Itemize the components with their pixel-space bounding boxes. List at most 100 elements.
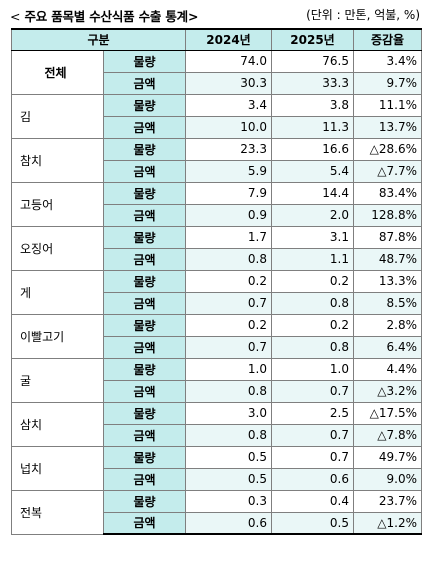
value-2024-cell: 23.3	[185, 137, 272, 161]
table-row: 이빨고기 물량 0.2 0.2 2.8%	[11, 313, 422, 359]
export-stats-table: 구분 2024년 2025년 증감율 전체 물량 74.0 76.5 3.4% 금액 30.…	[11, 28, 422, 535]
table-row: 김 물량 3.4 3.8 11.1%	[11, 93, 422, 139]
change-cell: 13.3%	[353, 269, 422, 293]
value-2025-cell: 0.8	[271, 291, 354, 315]
title-prefix: <	[10, 9, 21, 24]
value-2024-cell: 0.9	[185, 203, 272, 227]
category-cell: 게	[11, 269, 104, 315]
value-2024-cell: 0.8	[185, 423, 272, 447]
change-cell: 4.4%	[353, 357, 422, 381]
change-cell: 9.7%	[353, 71, 422, 95]
change-cell: △1.2%	[353, 511, 422, 535]
value-2025-cell: 0.2	[271, 313, 354, 337]
table-row: 오징어 물량 1.7 3.1 87.8%	[11, 225, 422, 271]
change-cell: 8.5%	[353, 291, 422, 315]
value-2024-cell: 0.6	[185, 511, 272, 535]
value-2024-cell: 7.9	[185, 181, 272, 205]
title-suffix: >	[187, 9, 199, 24]
change-cell: △7.8%	[353, 423, 422, 447]
change-cell: 49.7%	[353, 445, 422, 469]
table-row: 금액 0.6 0.5 △1.2%	[12, 511, 422, 535]
header-category: 구분	[11, 28, 186, 51]
change-cell: 11.1%	[353, 93, 422, 117]
value-2024-cell: 0.8	[185, 247, 272, 271]
value-2024-cell: 74.0	[185, 49, 272, 73]
value-2025-cell: 11.3	[271, 115, 354, 139]
value-2024-cell: 1.7	[185, 225, 272, 249]
table-row: 금액 0.8 1.1 48.7%	[12, 247, 422, 271]
metric-cell: 금액	[103, 159, 186, 183]
unit-label: (단위 : 만톤, 억불, %)	[306, 8, 420, 22]
value-2024-cell: 1.0	[185, 357, 272, 381]
value-2025-cell: 76.5	[271, 49, 354, 73]
value-2025-cell: 0.7	[271, 445, 354, 469]
value-2024-cell: 3.0	[185, 401, 272, 425]
change-cell: 3.4%	[353, 49, 422, 73]
change-cell: 128.8%	[353, 203, 422, 227]
value-2025-cell: 0.2	[271, 269, 354, 293]
metric-cell: 물량	[103, 49, 186, 73]
metric-cell: 금액	[103, 247, 186, 271]
header-2024: 2024년	[185, 28, 272, 51]
metric-cell: 물량	[103, 445, 186, 469]
table-title: < 주요 품목별 수산식품 수출 통계>	[10, 6, 198, 25]
metric-cell: 물량	[103, 137, 186, 161]
value-2025-cell: 1.0	[271, 357, 354, 381]
value-2025-cell: 3.8	[271, 93, 354, 117]
category-cell: 오징어	[11, 225, 104, 271]
value-2024-cell: 10.0	[185, 115, 272, 139]
value-2024-cell: 0.8	[185, 379, 272, 403]
metric-cell: 물량	[103, 489, 186, 513]
table-row: 넙치 물량 0.5 0.7 49.7%	[11, 445, 422, 491]
change-cell: 6.4%	[353, 335, 422, 359]
table-row: 금액 0.8 0.7 △3.2%	[12, 379, 422, 403]
table-row: 금액 30.3 33.3 9.7%	[12, 71, 422, 95]
value-2025-cell: 33.3	[271, 71, 354, 95]
metric-cell: 금액	[103, 115, 186, 139]
change-cell: 23.7%	[353, 489, 422, 513]
metric-cell: 물량	[103, 225, 186, 249]
metric-cell: 금액	[103, 511, 186, 535]
metric-cell: 금액	[103, 335, 186, 359]
metric-cell: 물량	[103, 357, 186, 381]
change-cell: 13.7%	[353, 115, 422, 139]
value-2024-cell: 0.3	[185, 489, 272, 513]
value-2024-cell: 0.2	[185, 269, 272, 293]
header-change: 증감율	[353, 28, 422, 51]
metric-cell: 금액	[103, 379, 186, 403]
table-body: 전체 물량 74.0 76.5 3.4% 금액 30.3 33.3 9.7% 김 물량 3.4 3.8 1…	[11, 49, 422, 535]
table-row: 고등어 물량 7.9 14.4 83.4%	[11, 181, 422, 227]
metric-cell: 금액	[103, 467, 186, 491]
value-2024-cell: 0.2	[185, 313, 272, 337]
change-cell: 48.7%	[353, 247, 422, 271]
value-2025-cell: 14.4	[271, 181, 354, 205]
value-2025-cell: 0.6	[271, 467, 354, 491]
change-cell: △3.2%	[353, 379, 422, 403]
table-row: 참치 물량 23.3 16.6 △28.6%	[11, 137, 422, 183]
table-row: 금액 5.9 5.4 △7.7%	[12, 159, 422, 183]
table-row: 금액 0.9 2.0 128.8%	[12, 203, 422, 227]
title-text: 주요 품목별 수산식품 수출 통계	[24, 9, 188, 24]
table-row: 금액 0.5 0.6 9.0%	[12, 467, 422, 491]
change-cell: 9.0%	[353, 467, 422, 491]
value-2025-cell: 3.1	[271, 225, 354, 249]
table-row: 전체 물량 74.0 76.5 3.4%	[11, 49, 422, 95]
value-2025-cell: 5.4	[271, 159, 354, 183]
metric-cell: 금액	[103, 203, 186, 227]
category-cell: 참치	[11, 137, 104, 183]
header-2025: 2025년	[271, 28, 354, 51]
table-row: 게 물량 0.2 0.2 13.3%	[11, 269, 422, 315]
value-2025-cell: 0.7	[271, 379, 354, 403]
header-row: 구분 2024년 2025년 증감율	[11, 28, 422, 51]
change-cell: △17.5%	[353, 401, 422, 425]
metric-cell: 물량	[103, 269, 186, 293]
value-2024-cell: 30.3	[185, 71, 272, 95]
value-2024-cell: 0.7	[185, 335, 272, 359]
change-cell: △7.7%	[353, 159, 422, 183]
metric-cell: 물량	[103, 401, 186, 425]
category-cell: 김	[11, 93, 104, 139]
value-2025-cell: 0.5	[271, 511, 354, 535]
category-cell: 고등어	[11, 181, 104, 227]
table-row: 삼치 물량 3.0 2.5 △17.5%	[11, 401, 422, 447]
